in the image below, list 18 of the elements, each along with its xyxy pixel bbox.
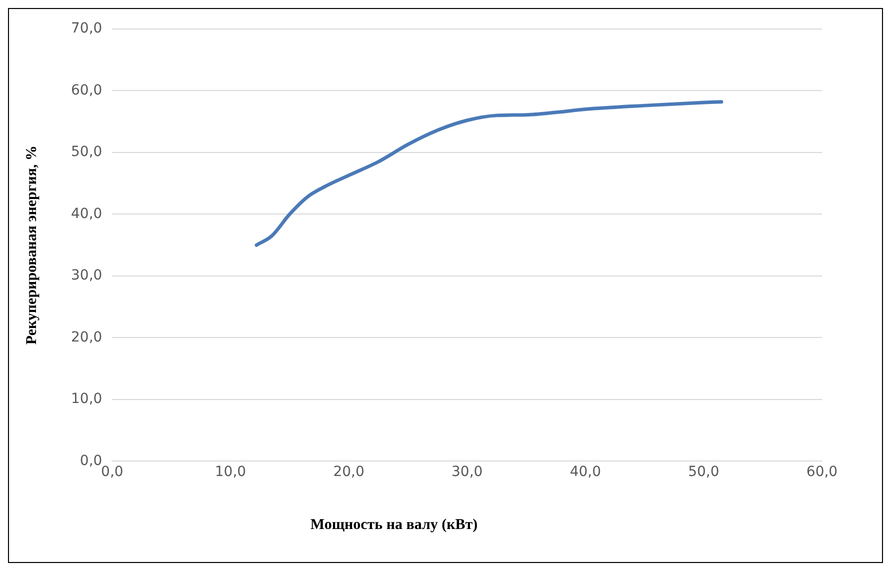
y-tick-label: 70,0	[71, 20, 102, 37]
x-tick-label: 60,0	[806, 464, 838, 480]
x-tick-label: 40,0	[570, 464, 601, 480]
y-tick-label: 40,0	[71, 206, 102, 222]
line-series	[254, 100, 724, 247]
x-tick-label: 0,0	[101, 464, 124, 480]
x-tick-label: 50,0	[688, 464, 720, 480]
x-tick-label: 10,0	[214, 464, 246, 480]
y-tick-label: 10,0	[71, 391, 102, 408]
y-axis-title: Рекуперированая энергия, %	[24, 146, 40, 345]
x-tick-label: 20,0	[333, 464, 364, 480]
x-axis-title: Мощность на валу (кВт)	[309, 517, 479, 534]
y-tick-label: 30,0	[71, 268, 102, 284]
y-tick-label: 50,0	[71, 144, 102, 160]
y-tick-label: 20,0	[71, 329, 102, 346]
y-tick-label: 0,0	[80, 452, 102, 469]
y-tick-label: 60,0	[71, 82, 102, 98]
x-tick-label: 30,0	[452, 464, 483, 480]
